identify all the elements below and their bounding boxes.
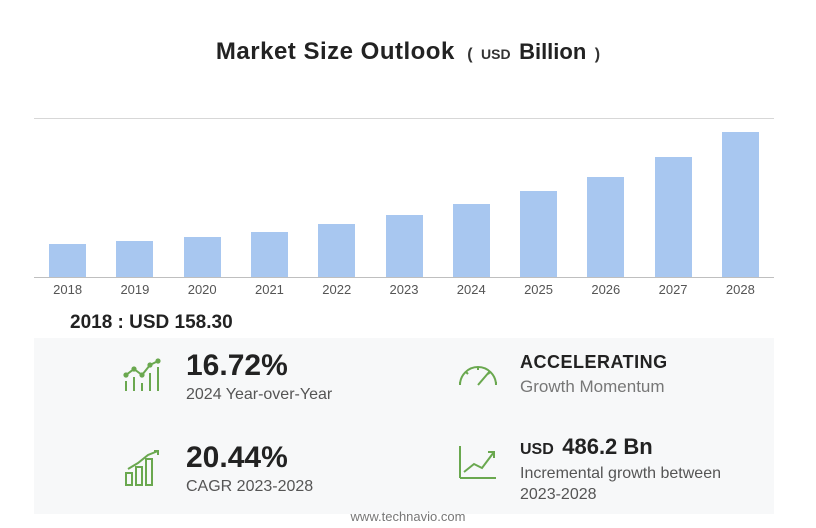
- chart-bar: [184, 237, 221, 277]
- yoy-sub: 2024 Year-over-Year: [186, 386, 332, 404]
- footer-url: www.technavio.com: [0, 509, 816, 524]
- chart-bar: [587, 177, 624, 277]
- chart-bar: [655, 157, 692, 277]
- yoy-value: 16.72%: [186, 350, 332, 382]
- page-title: Market Size Outlook ( USD Billion ): [0, 38, 816, 66]
- chart-bar: [722, 132, 759, 277]
- stat-incremental: USD 486.2 Bn Incremental growth between …: [454, 434, 740, 506]
- incremental-sub: Incremental growth between 2023-2028: [520, 464, 740, 506]
- chart-bar: [116, 241, 153, 277]
- title-usd: USD: [481, 46, 511, 62]
- chart-x-label: 2024: [457, 282, 486, 297]
- chart-x-label: 2027: [659, 282, 688, 297]
- arrow-up-right-icon: [454, 442, 502, 482]
- chart-x-label: 2023: [390, 282, 419, 297]
- incremental-usd: USD: [520, 441, 554, 458]
- title-paren-open: (: [467, 46, 472, 63]
- chart-bar: [386, 215, 423, 277]
- chart-bar: [318, 224, 355, 277]
- chart-bar: [453, 204, 490, 277]
- bar-chart: [34, 118, 774, 278]
- incremental-value: 486.2 Bn: [562, 434, 653, 459]
- chart-x-label: 2025: [524, 282, 553, 297]
- accel-label: ACCELERATING: [520, 352, 668, 373]
- chart-bar: [251, 232, 288, 277]
- cagr-value: 20.44%: [186, 442, 313, 474]
- chart-x-label: 2020: [188, 282, 217, 297]
- yoy-chart-icon: [120, 357, 168, 397]
- title-paren-close: ): [595, 46, 600, 63]
- selected-year-value: 2018 : USD 158.30: [70, 312, 233, 334]
- incremental-title: USD 486.2 Bn: [520, 434, 740, 460]
- stats-panel: 16.72% 2024 Year-over-Year ACCELERATING …: [34, 338, 774, 514]
- stat-accel: ACCELERATING Growth Momentum: [454, 352, 668, 397]
- chart-bar: [49, 244, 86, 277]
- chart-x-axis: 2018 2019 2020 2021 2022 2023 2024 2025 2026 2027…: [34, 282, 774, 302]
- title-billion: Billion: [519, 39, 586, 64]
- chart-x-label: 2018: [53, 282, 82, 297]
- stat-yoy: 16.72% 2024 Year-over-Year: [120, 350, 332, 404]
- chart-x-label: 2022: [322, 282, 351, 297]
- title-main: Market Size Outlook: [216, 38, 455, 65]
- stat-cagr: 20.44% CAGR 2023-2028: [120, 442, 313, 496]
- bar-growth-icon: [120, 449, 168, 489]
- chart-x-label: 2026: [591, 282, 620, 297]
- accel-sub: Growth Momentum: [520, 377, 668, 397]
- chart-bar: [520, 191, 557, 277]
- chart-x-label: 2021: [255, 282, 284, 297]
- cagr-sub: CAGR 2023-2028: [186, 478, 313, 496]
- chart-x-label: 2019: [120, 282, 149, 297]
- gauge-icon: [454, 355, 502, 395]
- chart-x-label: 2028: [726, 282, 755, 297]
